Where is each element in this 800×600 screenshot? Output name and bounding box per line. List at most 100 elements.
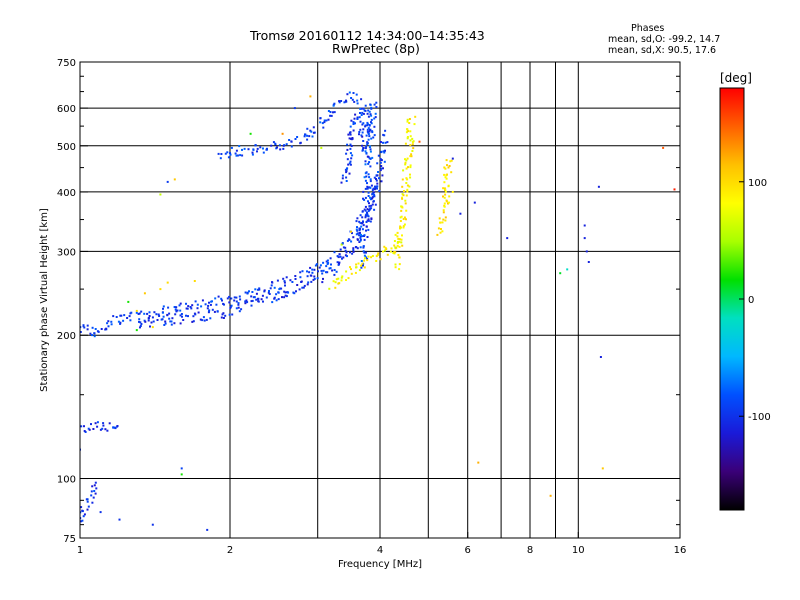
y-tick-label: 300	[57, 247, 76, 258]
echo-point	[233, 299, 236, 302]
echo-point	[448, 201, 450, 204]
echo-point	[383, 134, 386, 137]
echo-point	[244, 300, 247, 303]
echo-point	[139, 325, 142, 327]
echo-point	[405, 182, 408, 184]
echo-point	[383, 245, 386, 248]
echo-point	[147, 319, 150, 322]
echo-point	[112, 315, 115, 318]
echo-point	[143, 319, 146, 322]
echo-point	[352, 123, 355, 125]
colorbar-ticks: 100 0 -100	[739, 178, 771, 423]
echo-point	[384, 149, 386, 152]
echo-point	[366, 257, 369, 260]
echo-point	[370, 217, 373, 220]
echo-point	[393, 252, 396, 255]
echo-point	[355, 263, 358, 266]
echo-point	[191, 304, 194, 307]
chart-subtitle: RwPretec (8p)	[332, 41, 420, 56]
echo-point	[365, 251, 367, 254]
echo-point	[94, 328, 97, 330]
echo-point	[254, 144, 257, 147]
echo-point	[369, 129, 371, 131]
echo-point	[308, 135, 311, 138]
echo-point	[83, 326, 86, 329]
echo-point	[394, 263, 397, 266]
echo-point	[405, 218, 407, 221]
echo-point	[372, 200, 375, 203]
echo-point	[230, 304, 233, 307]
echo-point	[279, 148, 282, 151]
echo-point	[367, 173, 370, 176]
echo-point	[441, 221, 444, 224]
echo-point	[368, 202, 370, 205]
echo-point	[215, 303, 218, 306]
echo-point	[411, 141, 414, 144]
echo-point	[329, 267, 332, 270]
echo-point	[364, 209, 367, 212]
echo-point	[459, 212, 462, 215]
echo-point	[262, 300, 264, 303]
echo-point	[359, 222, 362, 225]
echo-point	[374, 203, 377, 206]
echo-point	[85, 498, 88, 501]
echo-point	[250, 304, 253, 307]
echo-point	[199, 318, 202, 321]
echo-point	[401, 206, 404, 209]
echo-point	[358, 232, 361, 234]
echo-point	[250, 295, 253, 298]
echo-point	[280, 287, 283, 290]
echo-point	[322, 277, 324, 280]
echo-point	[368, 209, 371, 211]
echo-point	[209, 303, 212, 306]
echo-point	[170, 320, 173, 323]
echo-point	[295, 290, 297, 293]
echo-point	[346, 148, 349, 151]
echo-point	[102, 422, 105, 425]
echo-point	[409, 130, 412, 133]
echo-point	[345, 176, 348, 179]
echo-point	[321, 122, 324, 125]
echo-point	[349, 266, 351, 269]
echo-point	[193, 312, 196, 315]
echo-point	[367, 195, 370, 197]
echo-point	[371, 203, 374, 206]
echo-point	[449, 160, 452, 163]
echo-point	[352, 236, 355, 239]
echo-point	[349, 125, 352, 128]
echo-point	[257, 300, 260, 303]
echo-point	[403, 223, 406, 226]
echo-point	[277, 291, 280, 294]
echo-point	[394, 251, 397, 254]
echo-point	[370, 114, 373, 117]
echo-point	[367, 228, 370, 231]
echo-point	[262, 147, 264, 150]
echo-point	[352, 247, 355, 250]
echo-point	[237, 302, 240, 305]
echo-point	[358, 131, 361, 133]
echo-point	[179, 314, 182, 317]
echo-point	[361, 149, 364, 152]
echo-point	[148, 311, 151, 314]
echo-point	[331, 269, 334, 272]
echo-point	[88, 428, 91, 431]
echo-point	[400, 215, 403, 218]
echo-point	[362, 245, 365, 248]
echo-point	[251, 299, 254, 302]
echo-point	[360, 107, 363, 110]
echo-point	[403, 190, 405, 193]
echo-point	[349, 251, 351, 254]
echo-point	[447, 166, 450, 169]
echo-point	[246, 301, 249, 304]
echo-point	[80, 425, 83, 428]
echo-point	[271, 281, 273, 284]
echo-point	[444, 167, 447, 170]
echo-point	[251, 153, 254, 156]
echo-point	[365, 256, 368, 259]
echo-point	[107, 325, 110, 328]
echo-point	[238, 310, 241, 313]
echo-point	[329, 257, 332, 260]
echo-point	[344, 100, 347, 103]
echo-point	[224, 314, 227, 317]
